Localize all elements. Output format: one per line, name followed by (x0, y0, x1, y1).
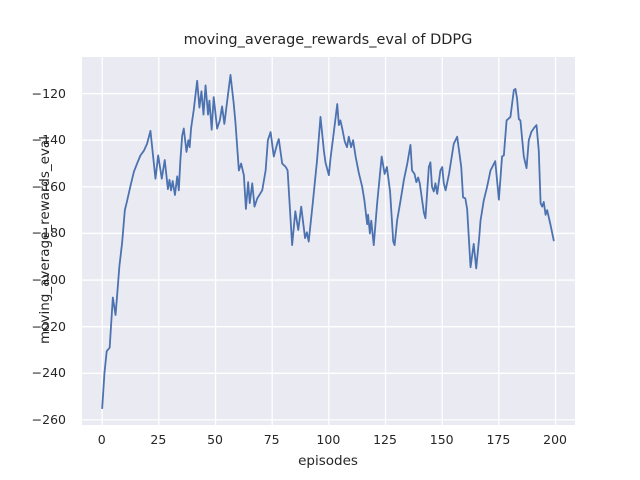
x-tick-label: 25 (150, 432, 167, 447)
x-axis-label: episodes (298, 453, 358, 469)
plot-area (81, 56, 575, 425)
y-tick-label: −120 (31, 85, 66, 101)
x-tick-label: 75 (263, 432, 280, 447)
data-line (100, 73, 555, 409)
y-tick-label: −180 (31, 225, 66, 241)
x-tick-label: 100 (316, 432, 341, 447)
line-chart (81, 56, 575, 425)
chart-title: moving_average_rewards_eval of DDPG (183, 32, 473, 48)
y-tick-label: −240 (31, 365, 66, 381)
x-tick-label: 50 (207, 432, 223, 447)
x-tick-label: 200 (543, 432, 567, 447)
y-tick-label: −200 (31, 272, 66, 288)
y-tick-label: −260 (31, 411, 66, 427)
y-tick-label: −220 (31, 318, 66, 334)
x-tick-label: 150 (429, 432, 454, 447)
x-tick-label: 175 (486, 432, 511, 447)
x-tick-label: 0 (97, 432, 106, 447)
y-tick-label: −140 (31, 132, 66, 148)
y-tick-label: −160 (31, 178, 66, 194)
y-axis-label: moving_average_rewards_eval (37, 136, 53, 344)
x-tick-label: 125 (373, 432, 397, 447)
